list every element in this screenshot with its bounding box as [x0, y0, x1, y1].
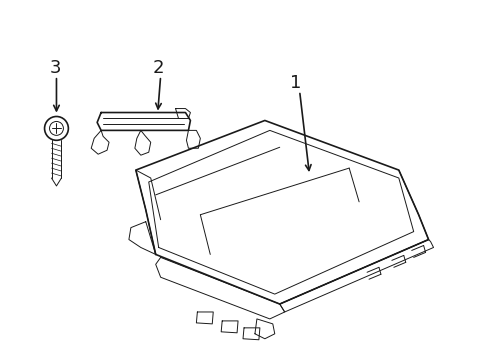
- Text: 1: 1: [290, 74, 301, 92]
- Text: 3: 3: [49, 59, 61, 77]
- Text: 2: 2: [153, 59, 165, 77]
